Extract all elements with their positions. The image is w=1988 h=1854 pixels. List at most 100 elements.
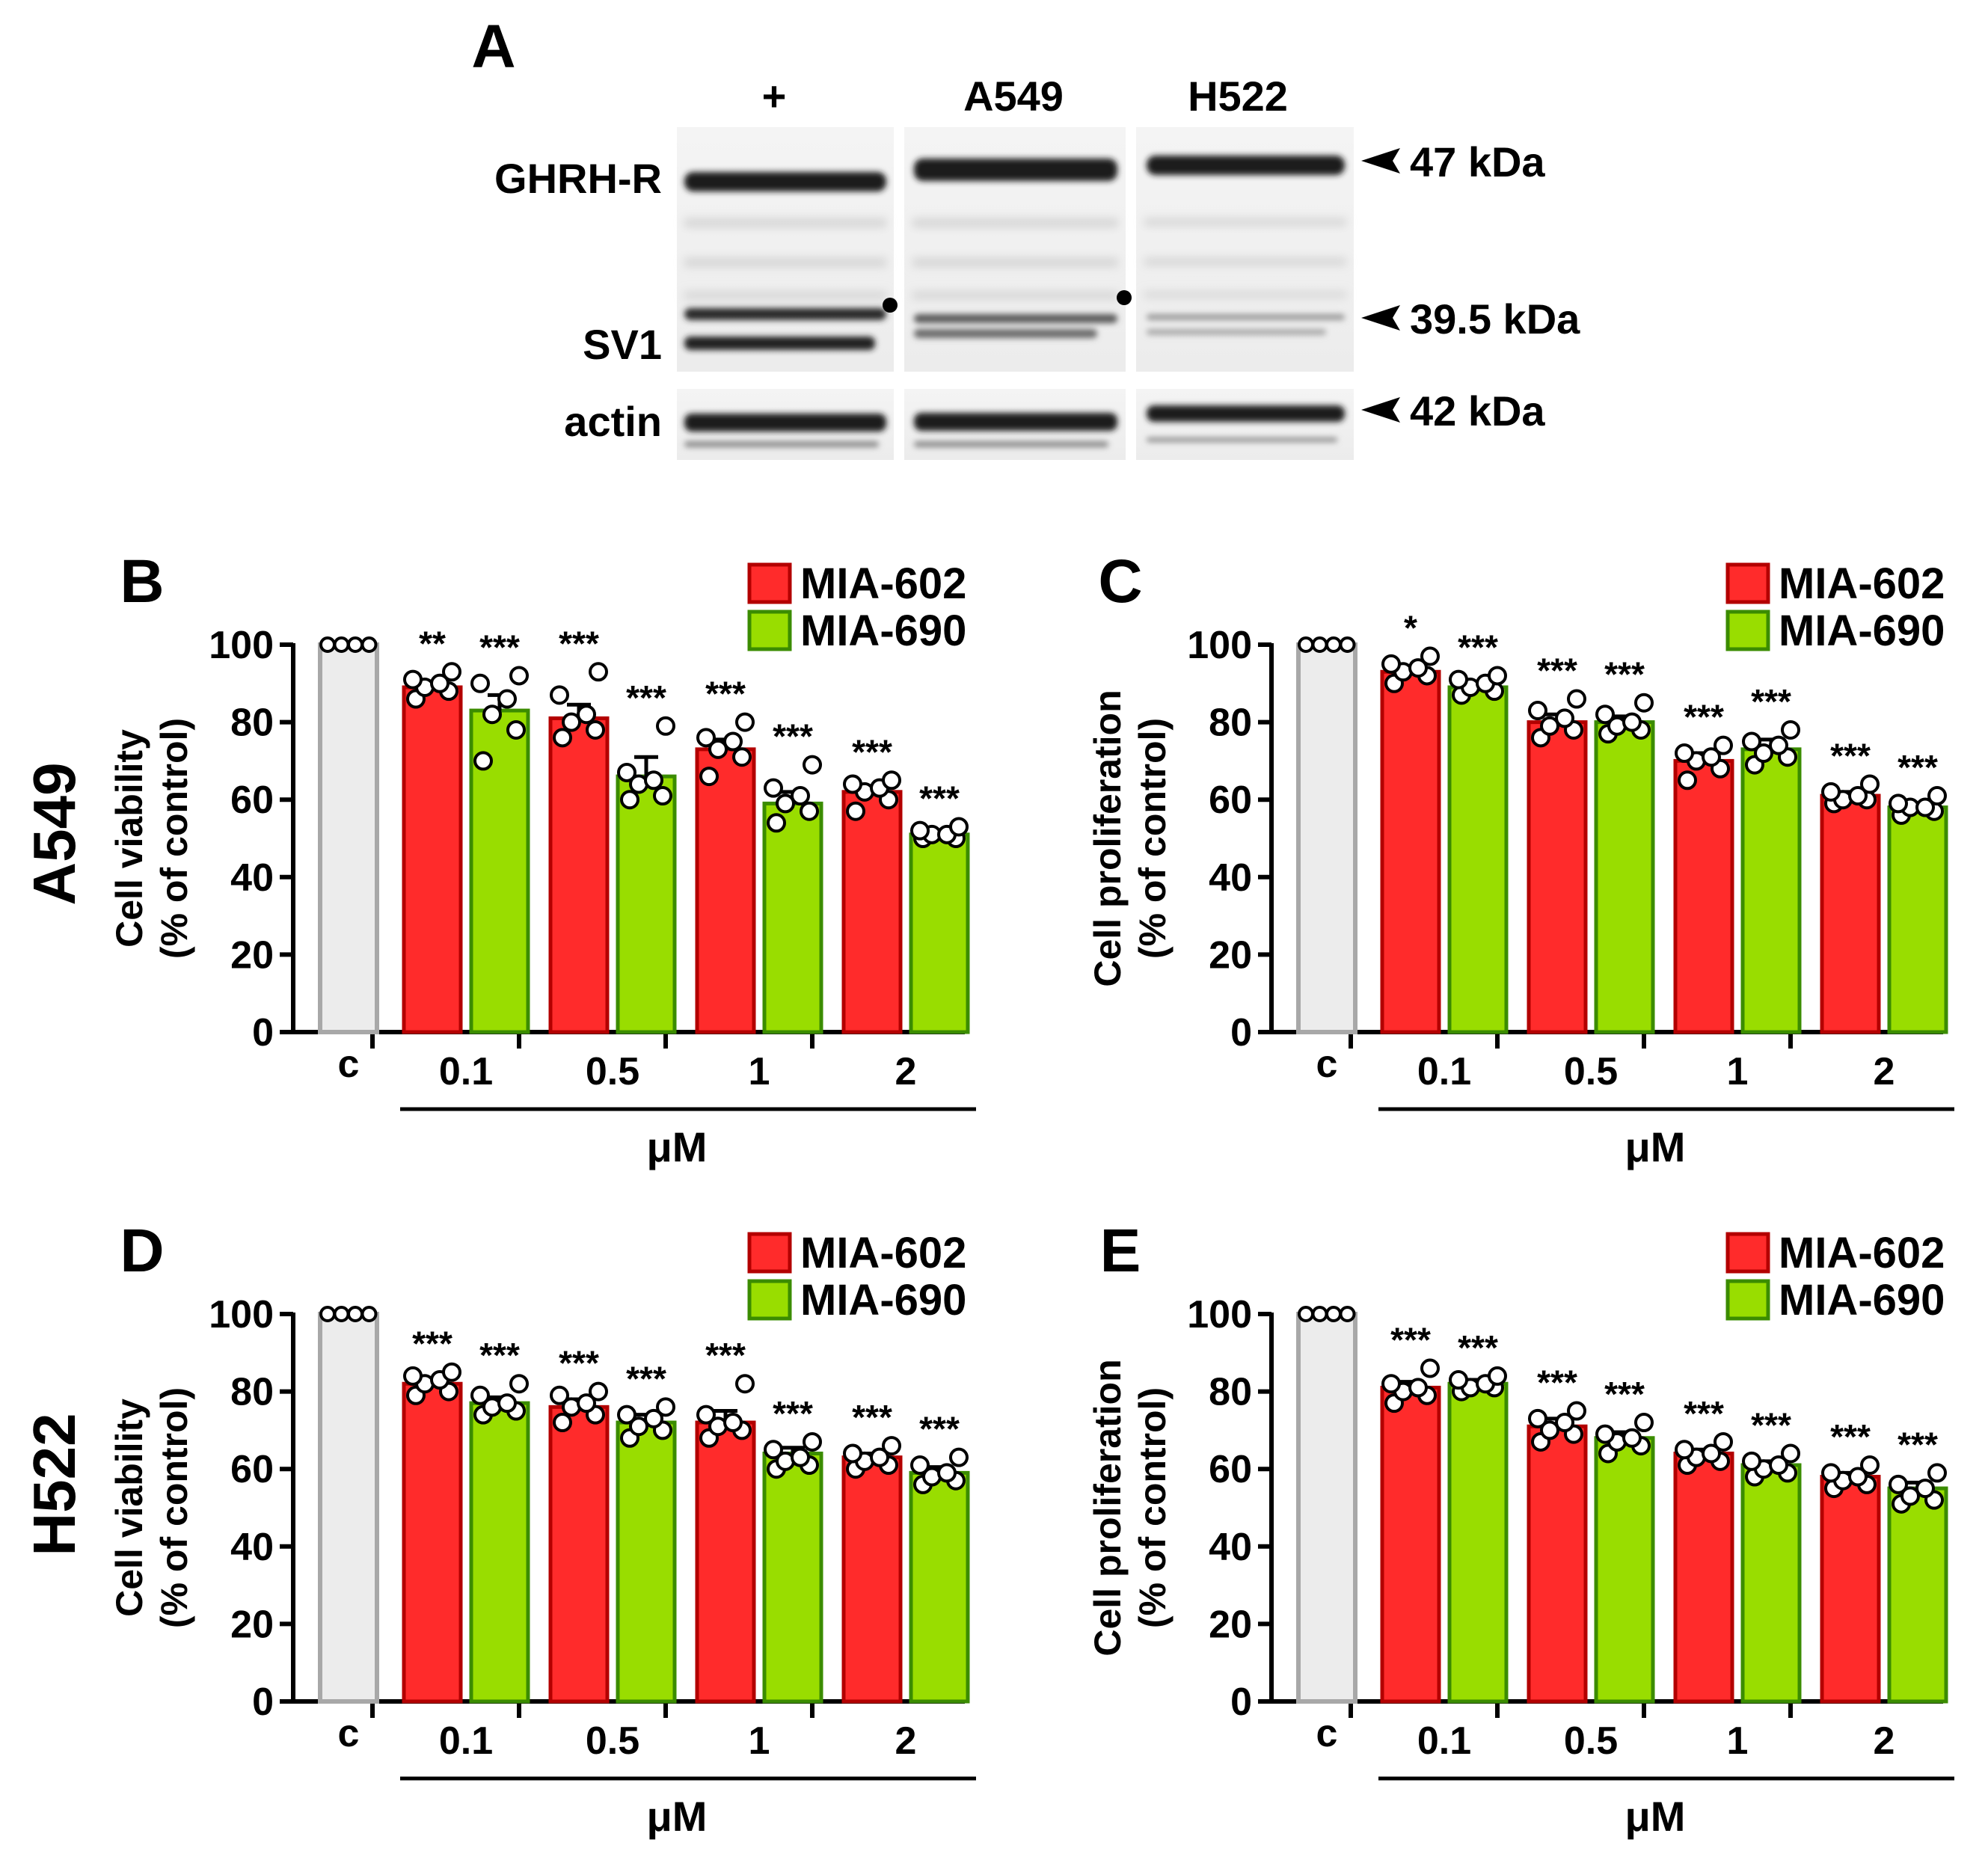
data-point-control xyxy=(333,636,350,653)
legend-swatch-mia602 xyxy=(1725,562,1770,604)
legend-label-mia690: MIA-690 xyxy=(800,1276,966,1324)
x-axis-unit-label: μM xyxy=(647,1123,708,1170)
data-point-mia602 xyxy=(882,1436,901,1456)
data-point-mia602 xyxy=(553,1413,572,1433)
data-point-control xyxy=(319,636,336,653)
significance-mia690: *** xyxy=(1604,1375,1645,1413)
significance-mia690: *** xyxy=(1458,1328,1498,1367)
y-tick-label: 0 xyxy=(1230,1011,1252,1055)
data-point-mia690 xyxy=(1927,1463,1947,1483)
data-point-mia602 xyxy=(1540,716,1559,736)
row-label-a549: A549 xyxy=(21,762,88,905)
data-point-mia602 xyxy=(1528,1408,1547,1428)
y-tick-label: 100 xyxy=(209,624,274,667)
y-axis-label-line-1: Cell proliferation xyxy=(1087,1359,1129,1656)
band-ghrh-r xyxy=(684,156,1345,191)
data-point-control xyxy=(1311,636,1328,653)
data-point-mia690 xyxy=(800,801,819,821)
data-point-mia690 xyxy=(1634,693,1654,713)
x-tick-label: 0.5 xyxy=(1564,1719,1618,1763)
y-tick-label: 80 xyxy=(230,702,274,745)
x-tick-label: 1 xyxy=(1727,1050,1749,1093)
legend-swatch-mia602 xyxy=(1725,1232,1770,1274)
data-point-mia602 xyxy=(403,669,423,690)
bar-mia690 xyxy=(1887,1486,1948,1704)
x-tick-label: 0.1 xyxy=(439,1719,493,1763)
data-point-mia602 xyxy=(550,685,569,705)
y-tick-label: 40 xyxy=(230,856,274,900)
significance-mia690: *** xyxy=(479,627,520,666)
significance-mia602: *** xyxy=(852,732,892,771)
data-point-control xyxy=(361,636,378,653)
y-axis-label: Cell proliferation (% of control) xyxy=(1087,1359,1174,1656)
bar-mia690 xyxy=(1594,1436,1655,1704)
significance-mia690: *** xyxy=(1751,682,1791,721)
data-point-mia602 xyxy=(577,1393,596,1413)
significance-mia602: *** xyxy=(1684,1394,1724,1433)
significance-mia602: *** xyxy=(705,675,746,713)
y-tick-label: 40 xyxy=(230,1526,274,1569)
significance-mia690: *** xyxy=(919,1410,960,1449)
data-point-mia690 xyxy=(506,719,526,740)
data-point-mia602 xyxy=(846,801,865,821)
legend-swatch-mia602 xyxy=(747,562,792,604)
bar-control xyxy=(1296,642,1357,1034)
lane-label-positive-control: + xyxy=(762,73,787,120)
data-point-mia602 xyxy=(723,731,743,752)
size-marker-47kda: 47 kDa xyxy=(1361,138,1545,185)
band-label-sv1: SV1 xyxy=(583,321,662,368)
y-tick-label: 20 xyxy=(1209,1603,1252,1646)
data-point-mia602 xyxy=(1860,1455,1880,1476)
data-point-mia690 xyxy=(1915,1479,1935,1499)
significance-mia690: *** xyxy=(479,1336,520,1375)
data-point-mia690 xyxy=(653,786,672,806)
x-tick-label: 0.5 xyxy=(586,1050,639,1093)
data-point-mia602 xyxy=(1848,1467,1868,1487)
legend-label-mia602: MIA-602 xyxy=(800,1229,966,1277)
data-point-mia690 xyxy=(509,1374,529,1394)
data-point-mia690 xyxy=(1488,1366,1507,1386)
significance-mia602: *** xyxy=(1830,1417,1871,1456)
y-tick-label: 80 xyxy=(1209,702,1252,745)
y-axis-label-line-2: (% of control) xyxy=(1132,1387,1174,1628)
data-point-mia602 xyxy=(586,719,605,740)
bar-mia690 xyxy=(1740,747,1802,1034)
data-point-mia690 xyxy=(644,1408,663,1428)
bar-mia602 xyxy=(1380,669,1441,1034)
x-tick-label: 1 xyxy=(749,1050,770,1093)
data-point-mia690 xyxy=(473,751,493,771)
bar-mia690 xyxy=(469,1401,530,1704)
data-point-mia690 xyxy=(1769,735,1788,755)
data-point-mia602 xyxy=(430,673,450,693)
bar-mia602 xyxy=(841,790,903,1034)
bar-mia690 xyxy=(762,801,823,1034)
data-point-mia602 xyxy=(1567,689,1586,709)
x-tick-label: 1 xyxy=(1727,1719,1749,1763)
significance-mia602: *** xyxy=(559,624,599,663)
data-point-mia690 xyxy=(910,1455,930,1476)
data-point-mia690 xyxy=(1900,1486,1920,1506)
data-point-control xyxy=(347,636,363,653)
bar-mia602 xyxy=(1527,720,1588,1034)
data-point-mia690 xyxy=(1915,797,1935,817)
data-point-mia602 xyxy=(1420,646,1440,666)
y-axis-label-line-1: Cell viability xyxy=(108,1399,150,1617)
data-point-control xyxy=(1298,1306,1314,1322)
data-point-mia602 xyxy=(843,1443,862,1464)
x-axis-unit-label: μM xyxy=(647,1793,708,1840)
bar-mia690 xyxy=(909,832,970,1034)
data-point-mia690 xyxy=(791,1447,810,1467)
data-point-mia690 xyxy=(767,813,786,833)
arrowhead-icon xyxy=(1361,397,1400,423)
y-axis-label-line-1: Cell proliferation xyxy=(1087,690,1129,986)
data-point-control xyxy=(1339,636,1356,653)
data-point-mia602 xyxy=(1821,782,1841,802)
bar-mia690 xyxy=(616,774,677,1034)
y-axis-label-line-2: (% of control) xyxy=(153,1387,195,1628)
x-label-control: c xyxy=(338,1043,360,1086)
data-point-mia602 xyxy=(1702,747,1721,767)
data-point-mia690 xyxy=(656,716,675,736)
